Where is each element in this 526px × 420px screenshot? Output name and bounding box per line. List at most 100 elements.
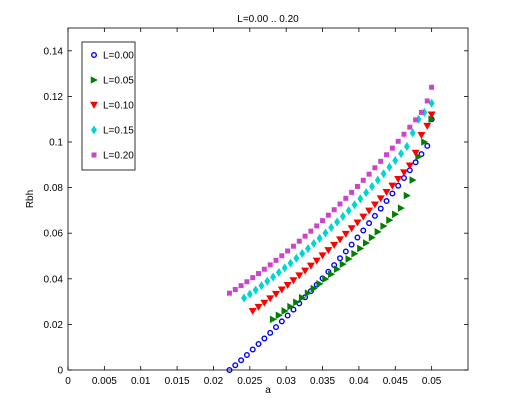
data-point xyxy=(256,271,262,277)
data-point xyxy=(264,276,271,286)
data-point xyxy=(299,248,306,258)
data-point xyxy=(349,189,355,195)
data-point xyxy=(331,207,337,213)
data-point xyxy=(304,289,312,297)
x-tick-label: 0.025 xyxy=(237,376,262,387)
data-point xyxy=(383,198,390,205)
x-tick-label: 0.035 xyxy=(310,376,335,387)
x-tick-label: 0.05 xyxy=(422,376,442,387)
data-point xyxy=(226,367,233,374)
legend-marker xyxy=(90,101,98,109)
data-point xyxy=(305,243,311,253)
data-point xyxy=(386,162,393,172)
data-point xyxy=(339,211,346,221)
data-point xyxy=(348,241,355,248)
y-tick-label: 0.14 xyxy=(44,46,64,57)
series-L=0.10 xyxy=(248,111,436,315)
data-point xyxy=(249,346,256,353)
legend-item: L=0.05 xyxy=(90,76,134,87)
data-point xyxy=(378,158,384,164)
data-point xyxy=(252,285,259,295)
chart-title: L=0.00 .. 0.20 xyxy=(237,14,299,25)
data-point xyxy=(310,238,317,248)
data-point xyxy=(392,210,400,219)
data-point xyxy=(266,295,275,303)
data-point xyxy=(351,249,359,258)
data-point xyxy=(362,239,370,247)
data-point xyxy=(278,318,285,325)
data-point xyxy=(389,190,396,197)
data-point xyxy=(302,233,308,239)
data-point xyxy=(316,280,324,288)
data-point xyxy=(316,233,323,243)
x-tick-label: 0.02 xyxy=(204,376,224,387)
data-point xyxy=(258,281,265,291)
data-point xyxy=(293,253,300,263)
series-L=0.20 xyxy=(226,84,435,296)
data-point xyxy=(281,263,288,273)
data-point xyxy=(347,225,356,233)
data-point xyxy=(248,307,257,315)
data-point xyxy=(308,228,314,234)
y-tick-label: 0.04 xyxy=(44,274,64,285)
data-point xyxy=(260,299,269,307)
series-L=0.05 xyxy=(269,115,436,324)
data-point xyxy=(370,201,379,209)
data-point xyxy=(413,117,419,123)
data-point xyxy=(334,217,341,227)
legend-marker xyxy=(90,76,98,84)
data-point xyxy=(232,287,238,293)
data-point xyxy=(428,98,435,108)
data-point xyxy=(298,293,306,302)
data-point xyxy=(337,201,343,207)
legend-label: L=0.10 xyxy=(103,101,134,112)
data-point xyxy=(318,252,327,260)
data-point xyxy=(357,194,364,204)
data-point xyxy=(270,272,277,282)
data-point xyxy=(287,258,294,268)
data-point xyxy=(359,213,368,221)
data-point xyxy=(295,272,304,280)
data-point xyxy=(417,131,426,139)
data-point xyxy=(418,109,424,115)
data-point xyxy=(374,228,382,236)
series-L=0.15 xyxy=(241,98,435,303)
data-point xyxy=(400,169,408,177)
data-point xyxy=(409,128,416,138)
data-point xyxy=(310,284,318,293)
series-layer xyxy=(226,84,436,374)
data-point xyxy=(365,207,374,215)
data-point xyxy=(324,247,333,255)
data-point xyxy=(341,230,350,238)
legend-item: L=0.20 xyxy=(91,151,134,162)
data-point xyxy=(357,244,365,253)
data-point xyxy=(428,115,436,123)
y-tick-label: 0.02 xyxy=(44,320,64,331)
legend-box xyxy=(81,41,136,171)
data-point xyxy=(363,188,370,198)
data-point xyxy=(272,290,280,298)
x-tick-label: 0.005 xyxy=(92,376,117,387)
data-point xyxy=(409,176,417,184)
data-point xyxy=(322,275,330,283)
data-point xyxy=(395,138,401,144)
y-axis: 0 0.02 0.04 0.06 0.08 0.1 0.12 0.14 xyxy=(44,46,468,377)
y-tick-label: 0.12 xyxy=(44,92,64,103)
data-point xyxy=(306,262,315,270)
data-point xyxy=(398,149,405,159)
data-point xyxy=(360,177,366,183)
data-point xyxy=(273,257,279,263)
data-point xyxy=(339,260,347,269)
data-point xyxy=(411,149,420,157)
data-point xyxy=(287,302,295,311)
data-point xyxy=(267,329,274,336)
data-point xyxy=(376,195,385,203)
data-point xyxy=(283,281,292,289)
data-point xyxy=(246,289,253,299)
data-point xyxy=(366,220,373,227)
data-point xyxy=(275,311,283,320)
data-point xyxy=(343,195,349,201)
data-point xyxy=(394,175,403,183)
data-point xyxy=(351,200,358,210)
